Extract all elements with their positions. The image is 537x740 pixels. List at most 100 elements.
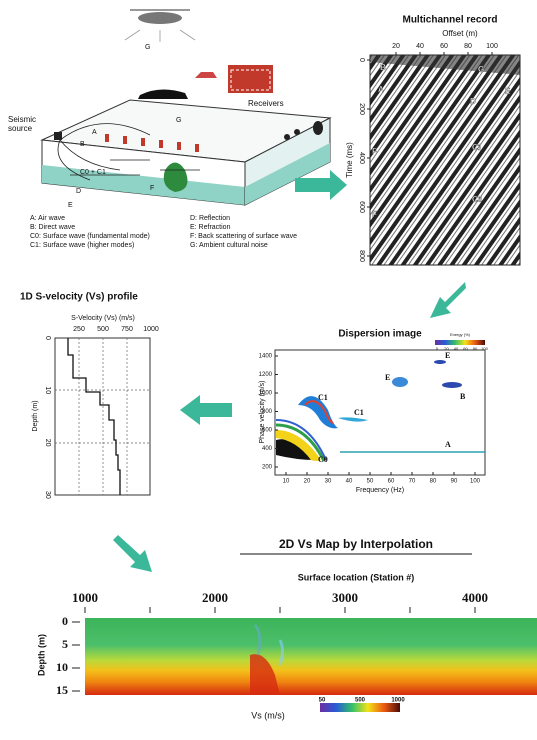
wave-label: D (76, 188, 81, 195)
axis-label: Surface location (Station #) (298, 572, 415, 582)
tick-label: 1200 (259, 372, 273, 378)
event-label: E (505, 87, 511, 96)
event-label: G (478, 65, 484, 74)
colorbar-tick: 0 (436, 346, 439, 351)
event-label: C0 (472, 195, 483, 204)
colorbar-tick: 500 (355, 698, 366, 704)
mode-label: C1 (318, 393, 328, 402)
tick-label: 0 (44, 336, 51, 340)
mode-label: E (385, 373, 390, 382)
vs-map (85, 618, 537, 712)
panel-title: Multichannel record (402, 15, 497, 26)
tick-label: 600 (358, 201, 365, 213)
event-label: F (372, 210, 377, 219)
tick-label: 80 (430, 479, 437, 485)
legend-entry: C1: Surface wave (higher modes) (30, 242, 134, 249)
tick-label: 50 (367, 479, 374, 485)
wave-label: A (92, 129, 97, 136)
tick-label: 40 (416, 43, 424, 50)
legend-entry: D: Reflection (190, 215, 230, 222)
mode-label: C0 (318, 455, 328, 464)
tick-label: 800 (262, 409, 273, 415)
legend-entry: A: Air wave (30, 215, 65, 222)
tick-label: 2000 (202, 590, 228, 605)
panel-title: Dispersion image (338, 329, 422, 340)
mode-label: E (445, 351, 450, 360)
mode-label: A (445, 440, 451, 449)
tick-label: 600 (262, 428, 273, 434)
event-label: A (378, 85, 384, 94)
tick-label: 800 (358, 250, 365, 262)
source-label: Seismic (8, 115, 36, 124)
vs-profile-plot (54, 337, 151, 496)
tick-label: 0 (62, 614, 68, 628)
colorbar-tick: 20 (444, 346, 449, 351)
event-label: C1 (472, 143, 483, 152)
legend-entry: E: Refraction (190, 224, 231, 231)
tick-label: 60 (388, 479, 395, 485)
axis-label: Frequency (Hz) (356, 487, 404, 494)
tick-label: 40 (346, 479, 353, 485)
colorbar-tick: 40 (454, 346, 459, 351)
colorbar-tick: 80 (473, 346, 478, 351)
axis-label: Offset (m) (442, 29, 478, 38)
tick-label: 10 (44, 386, 51, 394)
wave-label: G (145, 44, 150, 51)
tick-label: 70 (409, 479, 416, 485)
mode-label: B (460, 392, 466, 401)
colorbar-tick: 50 (319, 698, 326, 704)
tick-label: 200 (262, 465, 273, 471)
tick-label: 60 (440, 43, 448, 50)
wave-label: C0 + C1 (80, 169, 106, 176)
tick-label: 200 (358, 103, 365, 115)
event-label: B (380, 63, 386, 72)
colorbar-label: Vs (m/s) (251, 710, 285, 720)
colorbar-tick: 60 (463, 346, 468, 351)
colorbar-tick: 100 (481, 346, 488, 351)
flow-arrow (113, 535, 152, 572)
tick-label: 1400 (259, 354, 273, 360)
tick-label: 80 (464, 43, 472, 50)
axis-label: Phase velocity (m/s) (259, 380, 266, 443)
event-label: D (470, 97, 476, 106)
flow-arrow (180, 395, 232, 425)
receivers-label: Receivers (248, 99, 284, 108)
tick-label: 20 (304, 479, 311, 485)
mode-label: C1 (354, 408, 364, 417)
colorbar-tick: 1000 (391, 698, 405, 704)
tick-label: 20 (44, 439, 51, 447)
colorbar-label: Energy (%) (450, 332, 471, 337)
seismogram (369, 54, 521, 266)
tick-label: 400 (358, 152, 365, 164)
legend-entry: B: Direct wave (30, 224, 75, 231)
tick-label: 30 (325, 479, 332, 485)
tick-label: 100 (486, 43, 498, 50)
tick-label: 500 (97, 326, 109, 333)
tick-label: 90 (451, 479, 458, 485)
tick-label: 4000 (462, 590, 488, 605)
source-label: source (8, 124, 33, 133)
tick-label: 10 (283, 479, 290, 485)
flow-arrow (430, 282, 466, 318)
legend-entry: C0: Surface wave (fundamental mode) (30, 233, 150, 240)
event-label: F (372, 147, 377, 156)
panel-title: 1D S-velocity (Vs) profile (20, 292, 138, 303)
tick-label: 20 (392, 43, 400, 50)
tick-label: 15 (56, 683, 68, 697)
tick-label: 1000 (143, 326, 159, 333)
wave-label: E (68, 202, 73, 209)
tick-label: 750 (121, 326, 133, 333)
legend-entry: F: Back scattering of surface wave (190, 233, 297, 240)
tick-label: 3000 (332, 590, 358, 605)
tick-label: 30 (44, 491, 51, 499)
wave-label: B (80, 141, 85, 148)
axis-label: Time (ms) (345, 142, 354, 178)
legend-entry: G: Ambient cultural noise (190, 242, 268, 249)
tick-label: 1000 (72, 590, 98, 605)
axis-label: S-Velocity (Vs) (m/s) (71, 315, 135, 322)
tick-label: 100 (470, 479, 481, 485)
tick-label: 10 (56, 660, 68, 674)
tick-label: 400 (262, 446, 273, 452)
tick-label: 1000 (259, 391, 273, 397)
